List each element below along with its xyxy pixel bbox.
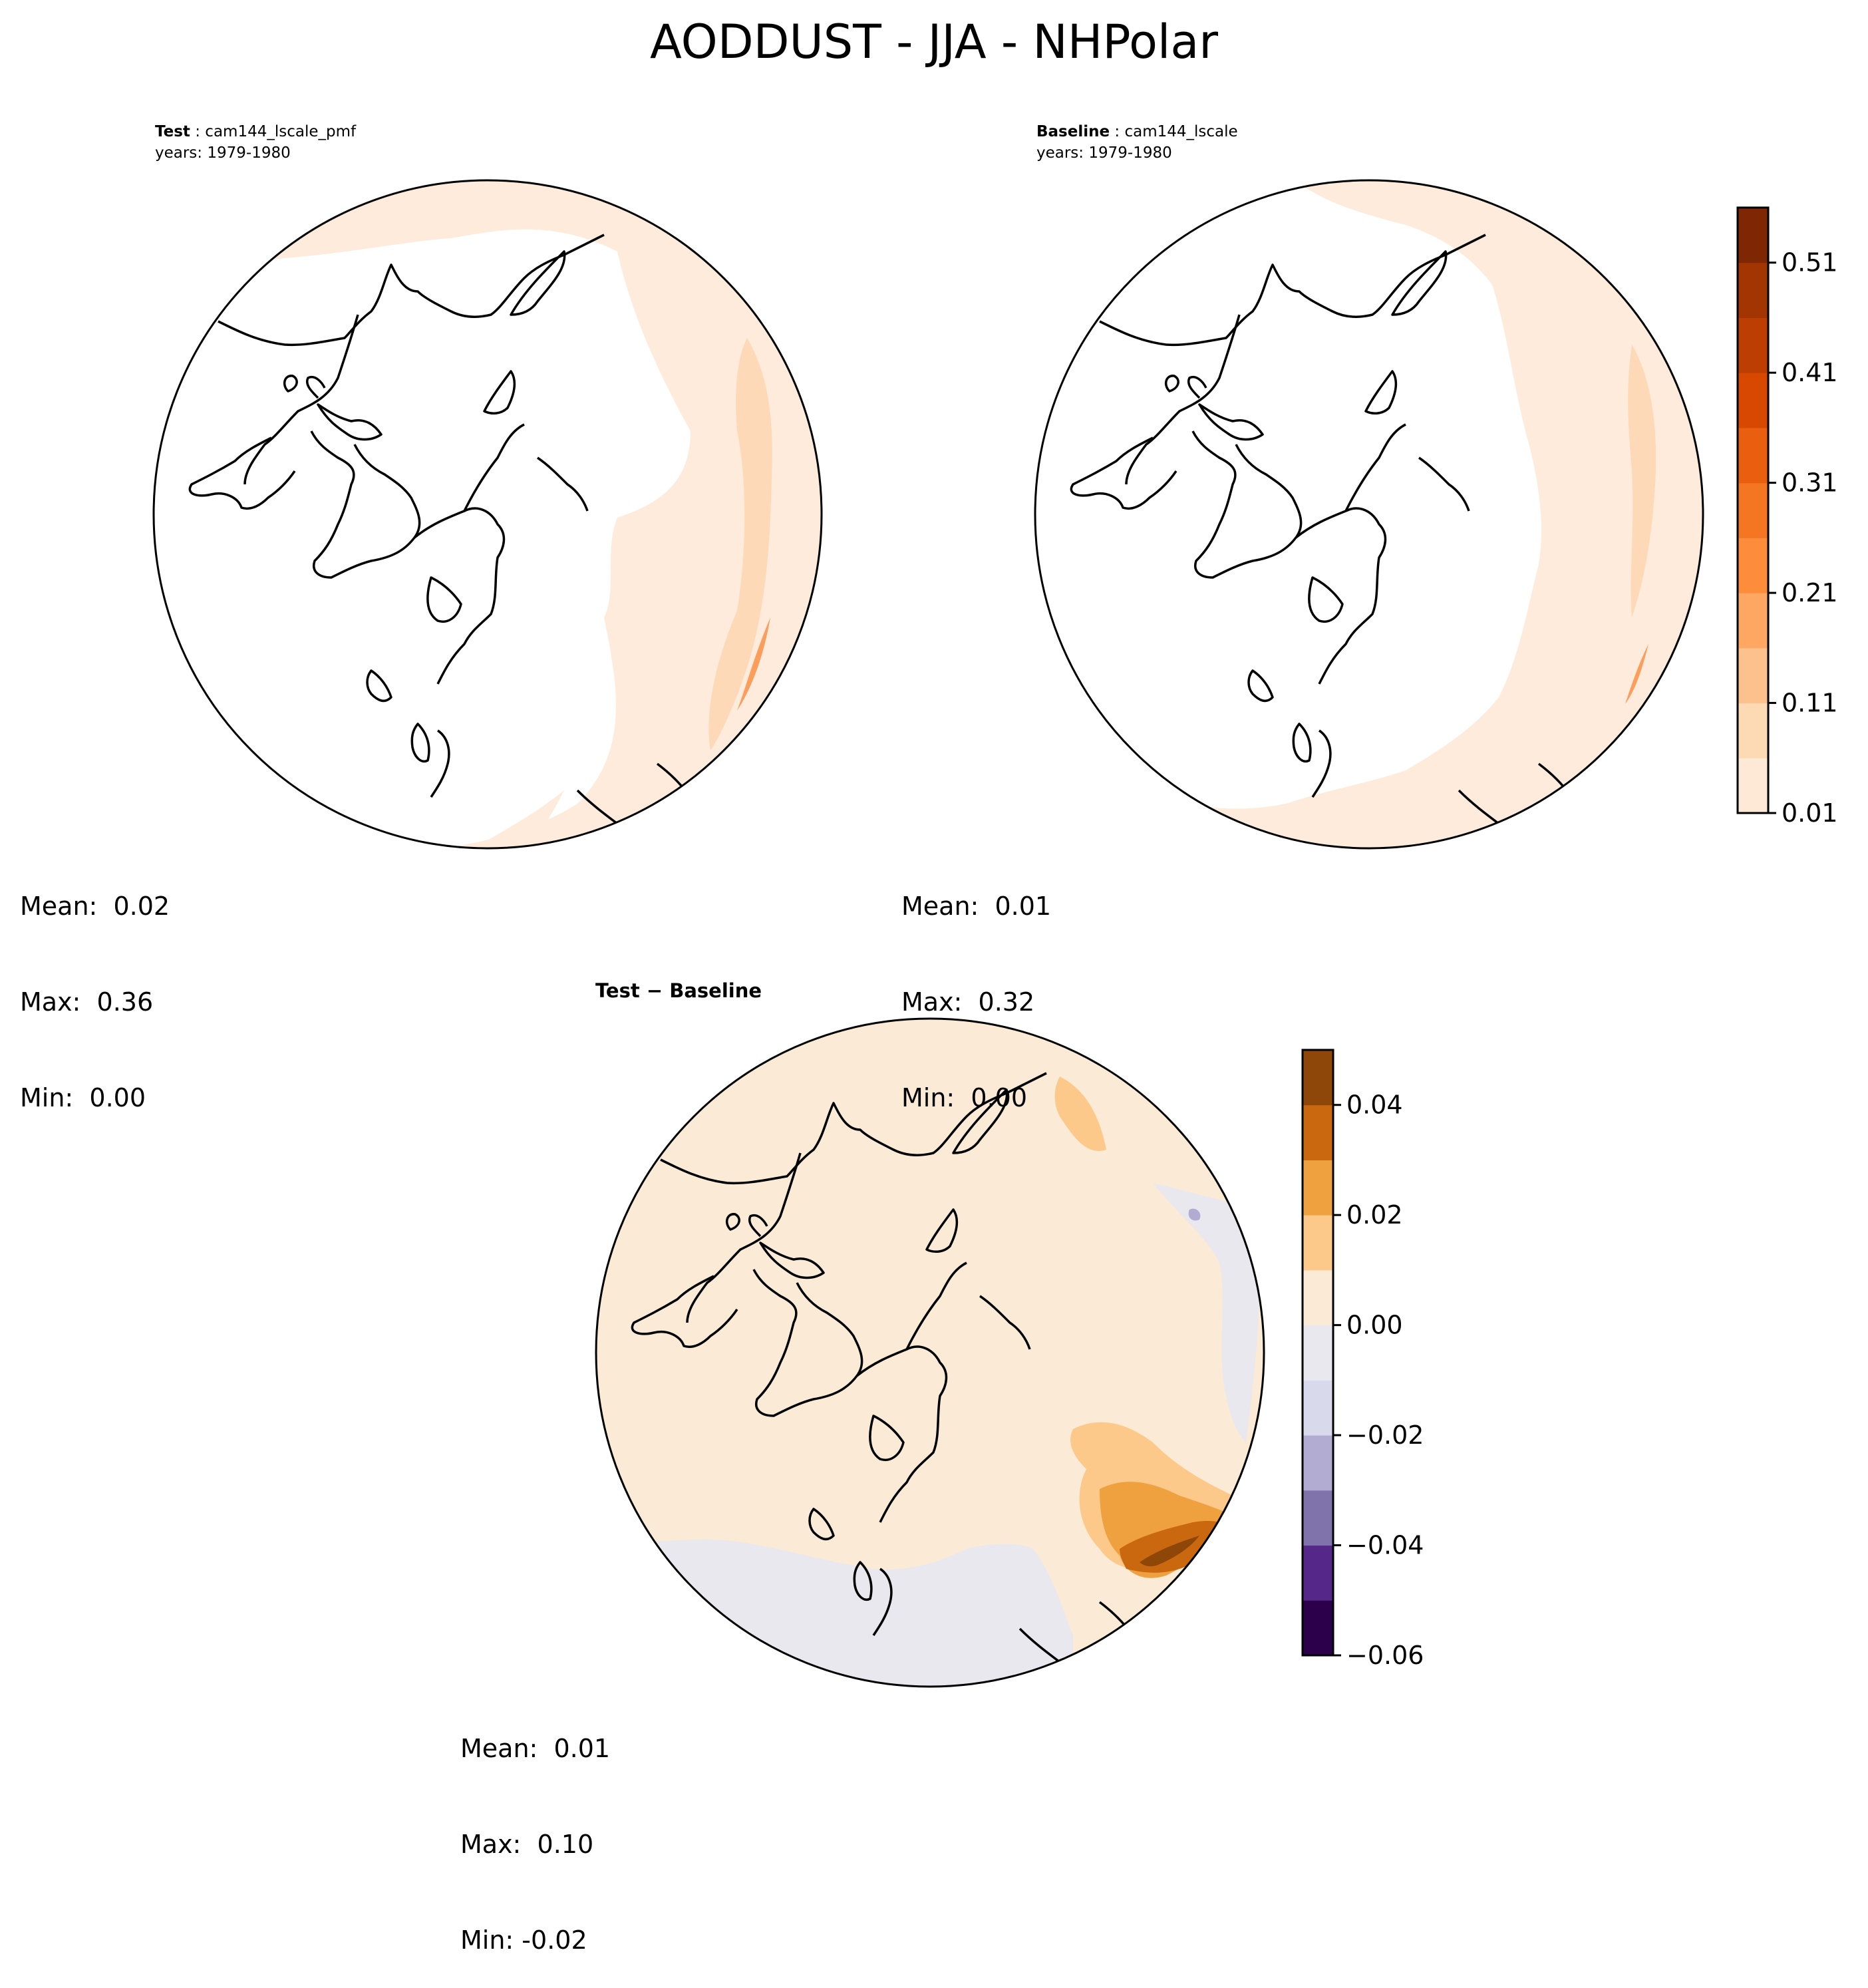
test-stat-min: Min: 0.00 (20, 1083, 146, 1112)
baseline-field-mid (1628, 345, 1656, 617)
colorbar-diff-band (1303, 1269, 1333, 1326)
test-field-low (154, 180, 822, 848)
colorbar-test-baseline-band (1738, 593, 1768, 649)
colorbar-diff-band (1303, 1435, 1333, 1491)
test-label: Test (155, 123, 190, 140)
colorbar-test-baseline-tick-label: 0.01 (1782, 798, 1838, 828)
baseline-years: years: 1979-1980 (1036, 144, 1172, 162)
colorbar-diff-band (1303, 1600, 1333, 1656)
diff-title-left: Test (595, 979, 640, 1002)
colorbar-test-baseline-tick-label: 0.11 (1782, 689, 1838, 718)
test-stat-max: Max: 0.36 (20, 987, 154, 1017)
baseline-label: Baseline (1036, 123, 1110, 140)
colorbar-diff-band (1303, 1215, 1333, 1271)
diff-title: Test − Baseline (595, 979, 762, 1002)
test-map (152, 179, 823, 850)
colorbar-test-baseline-band (1738, 427, 1768, 484)
diff-stat-min: Min: -0.02 (460, 1925, 587, 1955)
test-case: cam144_lscale_pmf (205, 123, 357, 140)
colorbar-diff-band (1303, 1380, 1333, 1436)
test-field-high (737, 617, 770, 711)
baseline-field-high (1625, 644, 1648, 704)
colorbar-diff-band (1303, 1160, 1333, 1216)
colorbar-diff-tick-label: −0.04 (1346, 1531, 1424, 1560)
baseline-map (1034, 179, 1704, 850)
colorbar-diff-band (1303, 1050, 1333, 1106)
test-caption: Test : cam144_lscale_pmf years: 1979-198… (155, 123, 357, 162)
colorbar-test-baseline-tick-label: 0.21 (1782, 578, 1838, 607)
colorbar-test-baseline-band (1738, 262, 1768, 318)
colorbar-diff-tick-label: 0.00 (1346, 1311, 1403, 1340)
baseline-case: cam144_lscale (1124, 123, 1238, 140)
diff-field-pos-max (1140, 1536, 1199, 1567)
colorbar-diff-band (1303, 1490, 1333, 1546)
colorbar-diff-border (1301, 1049, 1334, 1657)
baseline-map-boundary (1034, 179, 1704, 850)
colorbar-test-baseline-tick-label: 0.41 (1782, 358, 1838, 387)
colorbar-test-baseline-border (1736, 206, 1770, 814)
baseline-field-low (1140, 180, 1703, 848)
test-years: years: 1979-1980 (155, 144, 291, 162)
diff-title-right: Baseline (669, 979, 762, 1002)
test-stat-mean: Mean: 0.02 (20, 892, 170, 921)
test-stats: Mean: 0.02 Max: 0.36 Min: 0.00 (20, 826, 170, 1146)
colorbar-diff-tick-label: −0.02 (1346, 1420, 1424, 1450)
colorbar-test-baseline-band (1738, 317, 1768, 373)
colorbar-diff-tick-label: 0.02 (1346, 1200, 1403, 1230)
baseline-stat-mean: Mean: 0.01 (901, 892, 1052, 921)
colorbar-test-baseline-band (1738, 482, 1768, 538)
colorbar-diff-band (1303, 1325, 1333, 1381)
colorbar-test-baseline-band (1738, 647, 1768, 704)
colorbar-test-baseline-tick-label: 0.31 (1782, 468, 1838, 498)
diff-stat-max: Max: 0.10 (460, 1830, 594, 1859)
diff-field-neg-right (1153, 1183, 1259, 1442)
colorbar-diff-tick-label: 0.04 (1346, 1090, 1403, 1120)
baseline-caption: Baseline : cam144_lscale years: 1979-198… (1036, 123, 1238, 162)
baseline-stat-max: Max: 0.32 (901, 987, 1035, 1017)
colorbar-test-baseline-band (1738, 373, 1768, 428)
colorbar-diff: 0.04 0.02 0.00 −0.02 −0.04 −0.06 (1301, 1049, 1424, 1670)
colorbar-diff-tick-label: −0.06 (1346, 1641, 1424, 1670)
colorbar-test-baseline-band (1738, 208, 1768, 263)
diff-stat-mean: Mean: 0.01 (460, 1734, 611, 1763)
colorbar-diff-band (1303, 1104, 1333, 1160)
diff-field-pos-top (1054, 1077, 1106, 1151)
baseline-stats: Mean: 0.01 Max: 0.32 Min: 0.00 (901, 826, 1051, 1146)
test-map-boundary (152, 179, 823, 850)
colorbar-diff-band (1303, 1545, 1333, 1601)
test-field-bottom (471, 790, 564, 848)
colorbar-test-baseline-band (1738, 703, 1768, 758)
colorbar-test-baseline-band (1738, 758, 1768, 814)
diff-map-boundary (595, 1017, 1265, 1688)
test-coastlines (154, 234, 692, 825)
figure-title: AODDUST - JJA - NHPolar (649, 15, 1219, 69)
colorbar-test-baseline: 0.01 0.11 0.21 0.31 0.41 0.51 (1736, 206, 1838, 828)
diff-map (595, 1017, 1265, 1688)
colorbar-test-baseline-tick-label: 0.51 (1782, 248, 1838, 277)
test-field-mid (708, 338, 772, 750)
diff-title-sep: − (639, 979, 670, 1002)
baseline-stat-min: Min: 0.00 (901, 1083, 1027, 1112)
diff-field-neg-spot (1188, 1208, 1201, 1221)
diff-stats: Mean: 0.01 Max: 0.10 Min: -0.02 (460, 1669, 610, 1988)
colorbar-test-baseline-band (1738, 538, 1768, 593)
diff-field-neg-bottom (596, 1539, 1073, 1687)
